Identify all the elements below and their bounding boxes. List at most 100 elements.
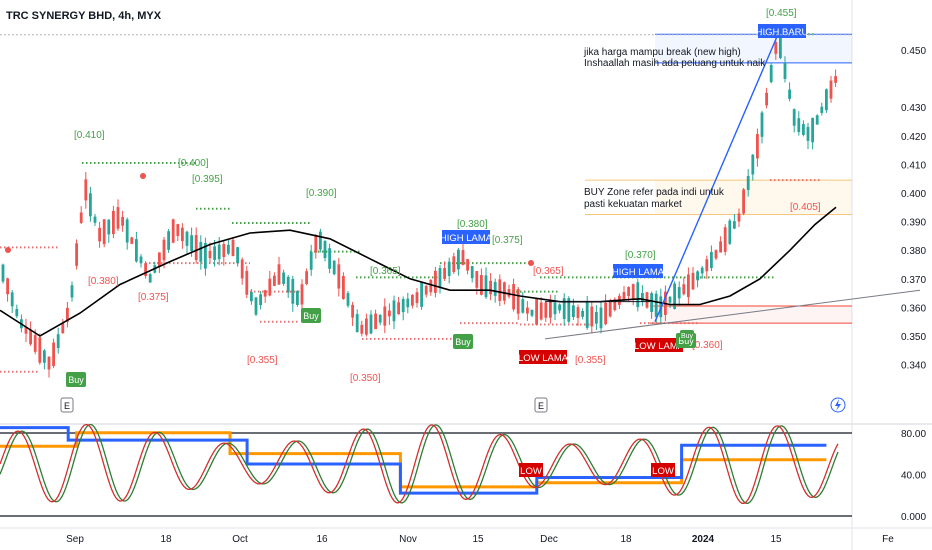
oscillator-tick-label: 40.00 [901,470,926,481]
candle-body [337,264,341,289]
candle-body [93,216,97,223]
candle-body [668,296,672,303]
label-365-red: [0.365] [533,266,564,277]
candle-body [760,112,764,137]
candle-body [273,275,276,286]
candle-body [539,302,543,320]
candle-body [581,310,584,317]
candle-body [438,268,442,288]
candle-body [254,297,258,315]
candle-body [342,276,345,300]
breakout-trend-line [654,33,779,322]
candle-body [650,293,653,313]
earnings-marker[interactable]: E [60,397,74,413]
tag-low-lama-2: LOW LAMA [634,338,685,352]
svg-text:E: E [64,401,70,411]
candle-body [687,274,690,298]
candle-body [332,260,336,275]
time-tick-label: 2024 [692,534,715,545]
candle-body [714,250,718,259]
candle-body [346,293,350,306]
tag-high-lama-2-text: HIGH LAMA [612,267,665,278]
tag-low-lama-2-text: LOW LAMA [634,341,685,352]
candle-body [43,350,46,363]
candle-body [61,322,65,334]
time-axis[interactable]: Sep 18 Oct 16 Nov 15 Dec 18 2024 15 Fe [66,534,894,545]
label-365-green: [0.365] [370,266,401,277]
candle-body [125,219,129,243]
candle-body [181,227,184,242]
candle-body [102,219,106,245]
candle-body [84,179,88,201]
candle-body [277,264,281,285]
candle-body [208,250,212,259]
tag-high-lama-1: HIGH LAMA [440,230,493,244]
candle-body [806,126,810,141]
oscillator-axis[interactable]: 80.00 40.00 0.000 [901,429,926,523]
candle-body [677,287,681,299]
earnings-marker[interactable]: E [534,397,548,413]
annotation-line: jika harga mampu break (new high) [583,47,741,58]
candle-body [135,239,138,262]
candle-body [217,244,221,260]
candle-body [70,285,74,298]
lightning-icon[interactable] [830,397,846,413]
candle-body [742,189,745,214]
candle-body [774,42,778,54]
tag-high-baru: HIGH BARU [756,24,809,38]
sell-signal-dot [528,260,534,266]
zone-buy-zone [655,180,852,215]
candle-body [47,356,51,370]
time-tick-label: Oct [232,534,248,545]
label-390: [0.390] [306,188,337,199]
candle-body [466,259,469,271]
tag-low-osc-2: LOW [651,463,675,477]
annotation-line: pasti kekuatan market [584,199,682,210]
candle-body [79,212,83,223]
annotation-line: BUY Zone refer pada indi untuk [584,187,725,198]
time-tick-label: 18 [620,534,632,545]
svg-text:E: E [538,401,544,411]
candle-body [829,80,833,99]
candle-body [705,259,709,272]
candle-body [576,307,580,318]
candle-body [682,284,686,295]
candle-body [392,300,396,322]
candle-body [323,241,327,259]
label-350-red: [0.350] [350,373,381,384]
candle-body [231,239,235,257]
candle-body [512,284,515,310]
candle-body [613,299,617,311]
candle-body [470,266,474,279]
candle-body [374,313,377,330]
rising-support-line [544,289,921,340]
candle-body [447,261,451,277]
candle-body [6,278,9,295]
price-axis[interactable]: 0.4700.4500.4300.4200.4100.4000.3900.380… [0,0,926,372]
svg-text:Buy: Buy [678,336,694,346]
candle-body [56,334,60,349]
label-405-red: [0.405] [790,202,821,213]
sell-signal-dot [5,247,11,253]
candle-body [388,310,391,317]
candle-body [627,287,630,297]
step-line-blue [0,426,827,495]
candle-body [530,309,534,316]
svg-text:Buy: Buy [455,337,471,347]
candle-body [700,267,704,274]
candle-body [558,304,561,311]
candle-body [378,314,382,323]
candle-body [622,292,626,300]
candle-body [825,89,828,111]
candle-body [121,216,124,226]
candle-body [516,288,520,314]
price-tick-label: 0.420 [901,132,926,143]
candle-body [162,239,166,261]
candle-body [296,290,299,305]
candle-body [585,302,589,328]
candle-body [691,272,695,290]
candle-body [204,243,207,269]
time-tick-label: 16 [316,534,328,545]
time-tick-label: 18 [160,534,172,545]
candle-body [641,293,644,302]
